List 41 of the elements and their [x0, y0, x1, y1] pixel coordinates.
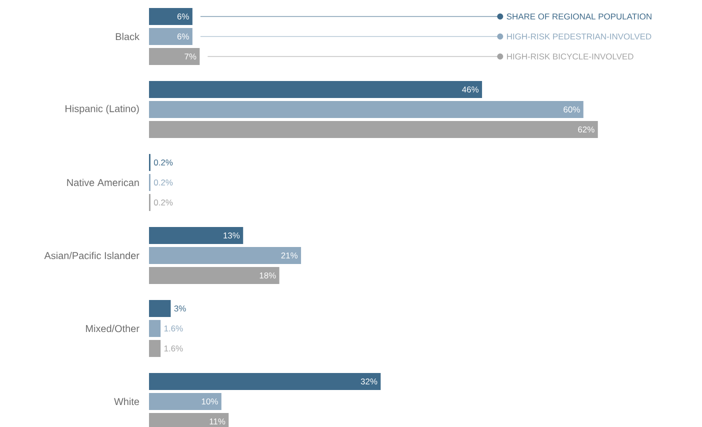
legend-label: HIGH-RISK PEDESTRIAN-INVOLVED — [507, 34, 652, 40]
data-label: 62% — [578, 126, 594, 132]
bar — [149, 320, 161, 337]
y-tick-label: Asian/Pacific Islander — [44, 252, 140, 260]
y-tick-label: Native American — [67, 178, 139, 186]
bar — [149, 80, 482, 98]
bar — [149, 392, 222, 410]
data-label: 6% — [177, 34, 189, 40]
data-label: 32% — [360, 378, 378, 384]
data-label: 60% — [564, 106, 580, 112]
data-label: 10% — [202, 398, 218, 404]
y-tick-label: Hispanic (Latino) — [66, 104, 139, 114]
y-tick-label: Black — [116, 32, 140, 40]
data-label: 11% — [210, 418, 226, 424]
data-label: 1.6% — [164, 325, 183, 332]
data-label: 46% — [462, 86, 479, 92]
legend-label: HIGH-RISK BICYCLE-INVOLVED — [507, 54, 634, 60]
bar — [149, 120, 598, 138]
data-label: 1.6% — [164, 345, 183, 352]
data-label: 3% — [174, 305, 186, 312]
y-tick-label: Mixed/Other — [86, 324, 140, 332]
bar — [149, 28, 192, 45]
bar — [149, 340, 161, 357]
bar — [149, 100, 584, 118]
bar — [149, 300, 171, 317]
bar — [149, 226, 244, 244]
bar — [149, 48, 200, 65]
bar — [149, 246, 302, 264]
legend-label: SHARE OF REGIONAL POPULATION — [506, 14, 652, 20]
data-label: 7% — [184, 54, 196, 60]
data-label: 0.2% — [154, 199, 173, 206]
data-label: 0.2% — [154, 179, 173, 186]
data-label: 13% — [224, 232, 240, 238]
data-label: 21% — [281, 252, 298, 258]
bar — [149, 266, 280, 284]
data-label: 0.2% — [154, 159, 173, 166]
data-label: 18% — [260, 272, 276, 278]
data-label: 6% — [177, 14, 189, 20]
y-tick-label: White — [114, 398, 140, 406]
bar — [149, 372, 381, 390]
bar — [149, 8, 192, 25]
